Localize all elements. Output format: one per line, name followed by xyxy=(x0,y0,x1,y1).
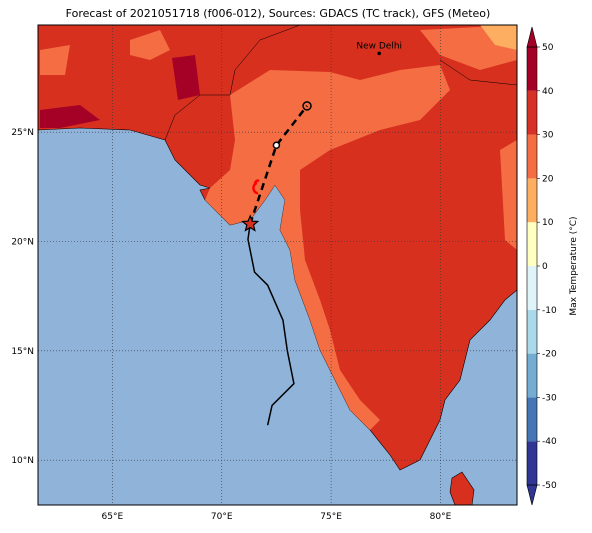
colorbar-band xyxy=(527,266,537,310)
colorbar-band xyxy=(527,397,537,442)
colorbar-tick-label: 10 xyxy=(542,218,554,228)
observed-track xyxy=(247,223,295,426)
title: Forecast of 2021051718 (f006-012), Sourc… xyxy=(66,7,491,20)
forecast-point xyxy=(302,101,312,111)
forecast-point xyxy=(272,141,281,150)
colorbar-tick-label: 0 xyxy=(542,262,548,272)
mild-region xyxy=(480,25,517,50)
colorbar-band xyxy=(527,47,537,91)
y-tick-label: 10°N xyxy=(11,456,34,466)
colorbar-tick-label: -50 xyxy=(542,481,557,491)
x-tick-label: 65°E xyxy=(102,512,124,522)
colorbar-tick-label: 30 xyxy=(542,131,554,141)
warm-region xyxy=(40,25,517,250)
place-label: New Delhi xyxy=(356,41,402,51)
y-tick-label: 25°N xyxy=(11,128,34,138)
colorbar-band xyxy=(527,222,537,266)
colorbar-band xyxy=(527,353,537,398)
y-tick-label: 20°N xyxy=(11,237,34,247)
colorbar-tick-label: 50 xyxy=(542,43,554,53)
hot-region xyxy=(40,55,200,128)
colorbar-label: Max Temperature (°C) xyxy=(569,216,579,315)
colorbar-band xyxy=(527,178,537,223)
map-frame xyxy=(37,24,518,506)
colorbar-tick-label: -30 xyxy=(542,393,557,403)
colorbar-tick-label: -20 xyxy=(542,350,557,360)
colorbar-tick-label: -10 xyxy=(542,306,557,316)
colorbar-extend-max xyxy=(526,26,538,48)
cyclone-symbol xyxy=(252,179,260,195)
colorbar-extend-min xyxy=(526,484,538,506)
colorbar-tick-label: 20 xyxy=(542,174,554,184)
current-position xyxy=(241,214,260,232)
colorbar-tick-label: -40 xyxy=(542,437,557,447)
borders xyxy=(164,25,517,141)
place-marker xyxy=(377,51,382,56)
forecast-track xyxy=(248,105,309,225)
colorbar-band xyxy=(527,309,537,354)
colorbar-band xyxy=(527,134,537,179)
map-area: New Delhi xyxy=(38,25,517,505)
colorbar-band xyxy=(527,90,537,135)
warm-region xyxy=(205,65,450,430)
colorbar-tick-label: 40 xyxy=(542,87,554,97)
y-tick-label: 15°N xyxy=(11,347,34,357)
x-tick-label: 70°E xyxy=(211,512,233,522)
x-tick-label: 75°E xyxy=(320,512,342,522)
x-tick-label: 80°E xyxy=(430,512,452,522)
colorbar-band xyxy=(527,441,537,485)
sri-lanka xyxy=(449,471,475,505)
